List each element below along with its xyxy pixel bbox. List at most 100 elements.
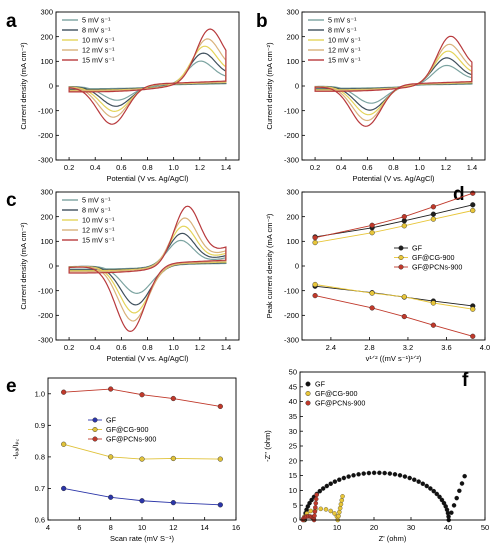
impedance-point-f-0-14 bbox=[337, 477, 342, 482]
legend-marker-e-1 bbox=[92, 427, 98, 433]
y-tick-label-c-5: 200 bbox=[40, 212, 53, 221]
x-tick-label-c-5: 1.2 bbox=[195, 343, 205, 352]
impedance-point-f-0-29 bbox=[412, 477, 417, 482]
impedance-point-f-0-32 bbox=[424, 483, 429, 489]
y-tick-label-a-5: 200 bbox=[40, 32, 53, 41]
x-tick-label-d-0: 2.4 bbox=[326, 343, 336, 352]
y-tick-label-f-0: 0 bbox=[293, 516, 297, 525]
data-point-e-2-4 bbox=[217, 403, 223, 410]
x-tick-label-b-3: 0.8 bbox=[388, 163, 398, 172]
y-tick-label-d-4: 100 bbox=[286, 237, 299, 246]
legend-label-d-2: GF@PCNs-900 bbox=[412, 263, 462, 272]
impedance-point-f-1-6 bbox=[323, 507, 329, 512]
impedance-point-f-0-12 bbox=[328, 481, 333, 486]
panel-label-a: a bbox=[6, 11, 17, 32]
impedance-point-f-0-37 bbox=[439, 497, 445, 503]
legend-label-b-0: 5 mV s⁻¹ bbox=[328, 16, 357, 25]
legend-label-a-0: 5 mV s⁻¹ bbox=[82, 16, 111, 25]
legend-label-c-4: 15 mV s⁻¹ bbox=[82, 236, 115, 245]
plot-frame-a bbox=[55, 11, 240, 161]
data-point-d-3-3 bbox=[430, 300, 436, 306]
x-tick-label-a-6: 1.4 bbox=[221, 163, 231, 172]
data-point-d-5-1 bbox=[369, 305, 375, 311]
cv-curve-c-3 bbox=[68, 217, 227, 322]
y-tick-label-a-1: -200 bbox=[38, 131, 53, 140]
impedance-point-f-1-14 bbox=[338, 501, 344, 507]
x-tick-label-b-6: 1.4 bbox=[467, 163, 477, 172]
x-tick-label-a-4: 1.0 bbox=[168, 163, 178, 172]
x-tick-label-b-0: 0.2 bbox=[310, 163, 320, 172]
series-line-d-2 bbox=[315, 210, 473, 244]
impedance-point-f-1-12 bbox=[337, 509, 342, 515]
data-point-d-3-2 bbox=[401, 294, 407, 300]
legend-label-c-3: 12 mV s⁻¹ bbox=[82, 226, 115, 235]
impedance-point-f-1-13 bbox=[337, 505, 343, 511]
legend-label-b-4: 15 mV s⁻¹ bbox=[328, 56, 361, 65]
data-point-d-5-2 bbox=[401, 313, 407, 320]
legend-label-f-2: GF@PCNs-900 bbox=[315, 399, 365, 408]
legend-label-e-2: GF@PCNs-900 bbox=[106, 435, 156, 444]
x-tick-label-c-2: 0.6 bbox=[116, 343, 126, 352]
legend-label-a-1: 8 mV s⁻¹ bbox=[82, 26, 111, 35]
cv-curve-b-0 bbox=[314, 64, 473, 104]
y-tick-label-d-1: -200 bbox=[284, 311, 299, 320]
impedance-point-f-0-46 bbox=[454, 495, 459, 501]
y-tick-label-b-0: -300 bbox=[284, 156, 299, 165]
y-tick-label-f-9: 45 bbox=[289, 382, 297, 391]
x-axis-label-b: Potential (V vs. Ag/AgCl) bbox=[352, 174, 435, 183]
data-point-e-1-1 bbox=[108, 454, 114, 460]
cv-curve-c-4 bbox=[68, 205, 227, 333]
data-point-e-0-2 bbox=[139, 498, 145, 504]
y-tick-label-a-6: 300 bbox=[40, 8, 53, 17]
x-tick-label-c-0: 0.2 bbox=[64, 343, 74, 352]
impedance-point-f-0-27 bbox=[402, 474, 408, 479]
x-tick-label-e-5: 14 bbox=[200, 523, 208, 532]
legend-label-e-0: GF bbox=[106, 416, 117, 425]
impedance-point-f-1-5 bbox=[318, 506, 323, 512]
legend-marker-d-0 bbox=[398, 245, 404, 251]
data-point-d-5-3 bbox=[430, 322, 436, 328]
y-tick-label-d-6: 300 bbox=[286, 188, 299, 197]
chart-d: 2.4 2.8 3.2 3.6 4.0 -300 -200 -100 0 100 200 300 v¹ᐟ… bbox=[265, 188, 490, 363]
y-tick-label-b-3: 0 bbox=[295, 82, 299, 91]
y-tick-label-f-4: 20 bbox=[289, 456, 297, 465]
y-tick-label-a-4: 100 bbox=[40, 57, 53, 66]
impedance-point-f-1-15 bbox=[339, 498, 344, 503]
data-point-d-2-3 bbox=[430, 216, 436, 222]
impedance-point-f-1-11 bbox=[336, 513, 341, 519]
impedance-point-f-2-12 bbox=[312, 509, 318, 514]
cv-curve-b-4 bbox=[314, 35, 473, 127]
impedance-point-f-2-16 bbox=[314, 492, 319, 498]
impedance-point-f-0-44 bbox=[449, 510, 454, 515]
x-tick-label-d-2: 3.2 bbox=[403, 343, 413, 352]
impedance-point-f-0-22 bbox=[377, 470, 382, 476]
impedance-point-f-0-18 bbox=[356, 472, 361, 477]
impedance-point-f-2-11 bbox=[312, 513, 317, 519]
impedance-point-f-1-7 bbox=[328, 508, 333, 514]
impedance-point-f-0-36 bbox=[437, 494, 442, 500]
legend-label-f-1: GF@CG-900 bbox=[315, 389, 357, 398]
data-point-d-3-1 bbox=[369, 290, 375, 296]
data-point-e-0-0 bbox=[61, 485, 67, 492]
legend-marker-f-0 bbox=[305, 381, 311, 387]
y-tick-label-c-0: -300 bbox=[38, 336, 53, 345]
data-point-e-1-3 bbox=[170, 455, 176, 462]
y-tick-label-e-4: 1.0 bbox=[35, 389, 45, 398]
impedance-point-f-0-47 bbox=[457, 488, 462, 494]
y-tick-label-e-0: 0.6 bbox=[35, 516, 45, 525]
y-tick-label-f-5: 25 bbox=[289, 442, 297, 451]
impedance-point-f-0-13 bbox=[332, 479, 338, 484]
data-point-e-2-2 bbox=[139, 392, 145, 398]
y-tick-label-f-10: 50 bbox=[289, 368, 297, 377]
x-axis-label-d: v¹ᐟ² ((mV s⁻¹)¹ᐟ²) bbox=[366, 354, 422, 363]
impedance-point-f-0-9 bbox=[317, 488, 323, 494]
legend-marker-e-2 bbox=[92, 436, 98, 442]
data-point-d-2-0 bbox=[312, 239, 318, 246]
legend-label-a-2: 10 mV s⁻¹ bbox=[82, 36, 115, 45]
data-point-e-2-3 bbox=[170, 395, 176, 402]
y-tick-label-b-5: 200 bbox=[286, 32, 299, 41]
impedance-point-f-0-10 bbox=[320, 486, 326, 491]
impedance-point-f-0-15 bbox=[341, 475, 347, 481]
data-point-e-0-3 bbox=[170, 500, 176, 506]
plot-frame-e bbox=[47, 377, 237, 521]
